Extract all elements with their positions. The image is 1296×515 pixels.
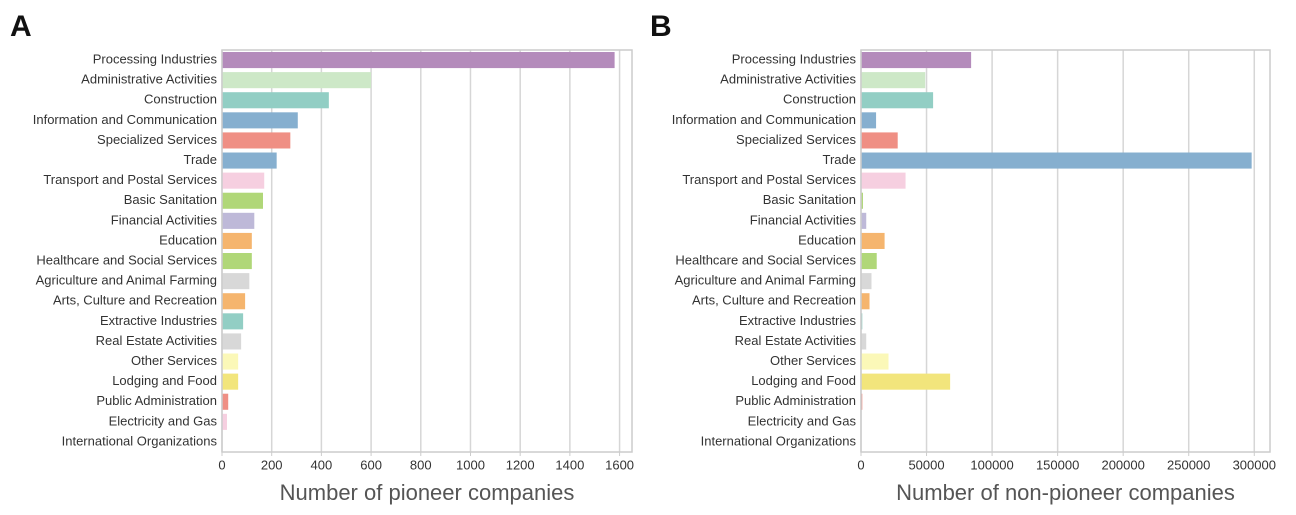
x-tick-label: 200000 xyxy=(1101,457,1144,472)
y-tick-label: Administrative Activities xyxy=(81,72,217,87)
bar xyxy=(222,92,329,108)
x-tick-label: 0 xyxy=(857,457,864,472)
bar xyxy=(222,193,263,209)
x-tick-label: 150000 xyxy=(1036,457,1079,472)
bar xyxy=(222,132,290,148)
y-tick-label: Real Estate Activities xyxy=(735,333,857,348)
y-tick-label: International Organizations xyxy=(62,433,218,448)
bar xyxy=(861,92,933,108)
bar xyxy=(861,273,871,289)
y-tick-label: Lodging and Food xyxy=(112,373,217,388)
bar xyxy=(222,313,243,329)
x-tick-label: 1200 xyxy=(506,457,535,472)
x-tick-label: 400 xyxy=(311,457,333,472)
x-tick-label: 1600 xyxy=(605,457,634,472)
y-tick-label: Information and Communication xyxy=(33,112,217,127)
y-tick-label: Transport and Postal Services xyxy=(43,172,217,187)
x-tick-label: 1400 xyxy=(555,457,584,472)
y-tick-label: Arts, Culture and Recreation xyxy=(53,293,217,308)
bar xyxy=(861,153,1252,169)
bar xyxy=(222,173,264,189)
y-tick-label: Public Administration xyxy=(96,393,217,408)
x-tick-label: 200 xyxy=(261,457,283,472)
y-tick-label: Arts, Culture and Recreation xyxy=(692,293,856,308)
x-axis-label: Number of non-pioneer companies xyxy=(896,480,1235,505)
y-tick-label: Financial Activities xyxy=(111,212,218,227)
bar xyxy=(222,253,252,269)
y-tick-label: Agriculture and Animal Farming xyxy=(675,273,856,288)
bar xyxy=(861,293,870,309)
y-tick-label: Extractive Industries xyxy=(100,313,218,328)
x-tick-label: 600 xyxy=(360,457,382,472)
bar xyxy=(861,253,877,269)
bar xyxy=(222,233,252,249)
bar xyxy=(222,374,238,390)
y-tick-label: Healthcare and Social Services xyxy=(36,252,217,267)
y-tick-label: Trade xyxy=(184,152,217,167)
y-tick-label: Lodging and Food xyxy=(751,373,856,388)
bar xyxy=(861,112,876,128)
y-tick-label: Specialized Services xyxy=(97,132,217,147)
bar xyxy=(222,394,228,410)
x-tick-label: 250000 xyxy=(1167,457,1210,472)
bar xyxy=(861,233,885,249)
panel-label: B xyxy=(650,10,672,43)
y-tick-label: Specialized Services xyxy=(736,132,856,147)
y-tick-label: Financial Activities xyxy=(750,212,857,227)
y-tick-label: International Organizations xyxy=(701,433,857,448)
y-tick-label: Trade xyxy=(823,152,856,167)
panel-label: A xyxy=(10,10,32,43)
x-tick-label: 300000 xyxy=(1233,457,1276,472)
y-tick-label: Transport and Postal Services xyxy=(682,172,856,187)
bar xyxy=(222,213,254,229)
y-tick-label: Public Administration xyxy=(735,393,856,408)
y-tick-label: Agriculture and Animal Farming xyxy=(36,273,217,288)
plot-frame xyxy=(861,50,1270,452)
x-tick-label: 0 xyxy=(218,457,225,472)
bar xyxy=(861,52,971,68)
bar xyxy=(861,72,925,88)
bar xyxy=(222,72,371,88)
x-tick-label: 100000 xyxy=(970,457,1013,472)
y-tick-label: Other Services xyxy=(770,353,856,368)
bar xyxy=(222,112,298,128)
y-tick-label: Electricity and Gas xyxy=(109,413,218,428)
y-tick-label: Processing Industries xyxy=(93,51,218,66)
y-tick-label: Education xyxy=(798,232,856,247)
y-tick-label: Real Estate Activities xyxy=(96,333,218,348)
x-axis-label: Number of pioneer companies xyxy=(280,480,575,505)
bar xyxy=(861,213,866,229)
bar xyxy=(222,273,249,289)
y-tick-label: Other Services xyxy=(131,353,217,368)
y-tick-label: Construction xyxy=(783,92,856,107)
y-tick-label: Construction xyxy=(144,92,217,107)
bar xyxy=(222,354,238,370)
x-tick-label: 1000 xyxy=(456,457,485,472)
y-tick-label: Education xyxy=(159,232,217,247)
y-tick-label: Healthcare and Social Services xyxy=(675,252,856,267)
y-tick-label: Administrative Activities xyxy=(720,72,856,87)
y-tick-label: Basic Sanitation xyxy=(763,192,856,207)
x-tick-label: 800 xyxy=(410,457,432,472)
x-tick-label: 50000 xyxy=(908,457,944,472)
y-tick-label: Extractive Industries xyxy=(739,313,857,328)
bar xyxy=(222,52,615,68)
bar xyxy=(861,173,906,189)
y-tick-label: Information and Communication xyxy=(672,112,856,127)
y-tick-label: Electricity and Gas xyxy=(748,413,857,428)
bar xyxy=(861,333,866,349)
bar xyxy=(222,293,245,309)
y-tick-label: Basic Sanitation xyxy=(124,192,217,207)
y-tick-label: Processing Industries xyxy=(732,51,857,66)
bar xyxy=(861,132,898,148)
bar xyxy=(222,333,241,349)
bar xyxy=(861,374,950,390)
bar xyxy=(222,153,277,169)
bar xyxy=(861,354,889,370)
